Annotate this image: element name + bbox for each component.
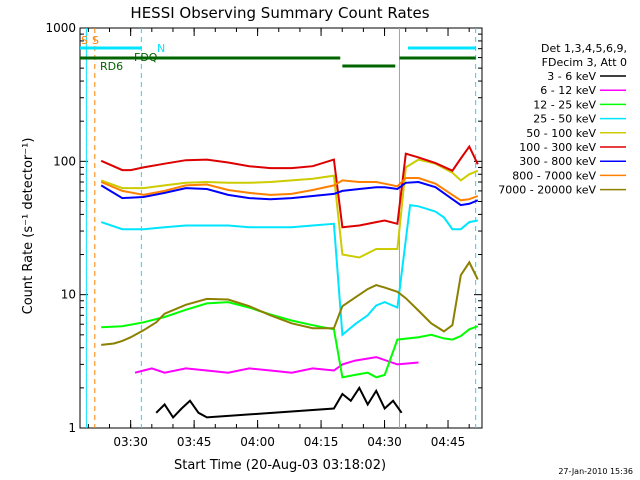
series-line-8 [100,177,479,202]
plot-frame [79,27,483,429]
legend-label-8: 800 - 7000 keV [512,169,596,182]
legend-label-7: 300 - 800 keV [519,155,596,168]
date-stamp: 27-Jan-2010 15:36 [558,467,633,476]
series-line-7 [100,180,479,207]
x-tick-label: 03:45 [177,435,212,449]
legend-label-6: 100 - 300 keV [519,141,596,154]
x-tick-label: 04:45 [431,435,466,449]
flag-label-n: N [157,42,165,55]
plot-area: 1 10 100 1000 03:30 03:45 04:00 04:15 04:30 04:45… [45,21,483,449]
legend-label-2: 6 - 12 keV [540,84,596,97]
y-tick-label: 100 [53,154,76,168]
series-line-9 [101,260,479,346]
flag-label-s-prefix: S [81,34,88,47]
legend-label-3: 12 - 25 keV [533,98,596,111]
x-tick-label: 03:30 [113,435,148,449]
legend-label-5: 50 - 100 keV [526,127,596,140]
y-tick-label: 1 [68,421,76,435]
x-tick-label: 04:15 [304,435,339,449]
flag-label-rd6: RD6 [100,60,123,73]
x-axis-label: Start Time (20-Aug-03 03:18:02) [174,458,386,473]
series-line-2 [134,356,419,374]
legend-header-line-1: Det 1,3,4,5,6,9, [541,42,627,55]
flag-label-fdq: FDQ [134,51,158,64]
series-line-1 [155,385,403,419]
series-line-4 [100,203,478,337]
y-tick-label: 10 [61,288,76,302]
legend-header-line-2: FDecim 3, Att 0 [542,56,627,69]
series-line-3 [101,301,479,379]
chart-title: HESSI Observing Summary Count Rates [130,4,429,22]
y-tick-label: 1000 [45,21,76,35]
series-line-6 [100,144,479,229]
x-tick-label: 04:00 [240,435,275,449]
legend-label-9: 7000 - 20000 keV [498,184,596,197]
y-axis-label: Count Rate (s⁻¹ detector⁻¹) [21,138,36,315]
legend-label-1: 3 - 6 keV [547,70,596,83]
legend: Det 1,3,4,5,6,9, FDecim 3, Att 0 3 - 6 k… [498,42,627,197]
legend-label-4: 25 - 50 keV [533,113,596,126]
flag-label-s: S [92,34,99,47]
x-tick-label: 04:30 [367,435,402,449]
